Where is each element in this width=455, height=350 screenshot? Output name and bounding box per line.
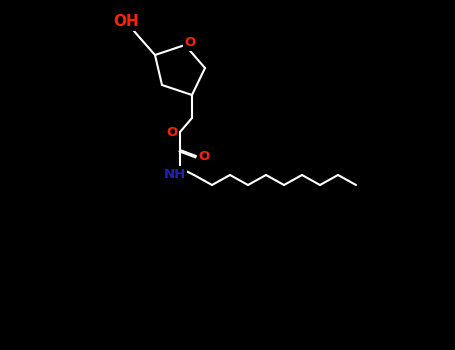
Text: O: O	[184, 36, 196, 49]
Text: O: O	[167, 126, 177, 140]
Text: OH: OH	[113, 14, 139, 29]
Text: O: O	[198, 150, 210, 163]
Text: NH: NH	[164, 168, 186, 181]
